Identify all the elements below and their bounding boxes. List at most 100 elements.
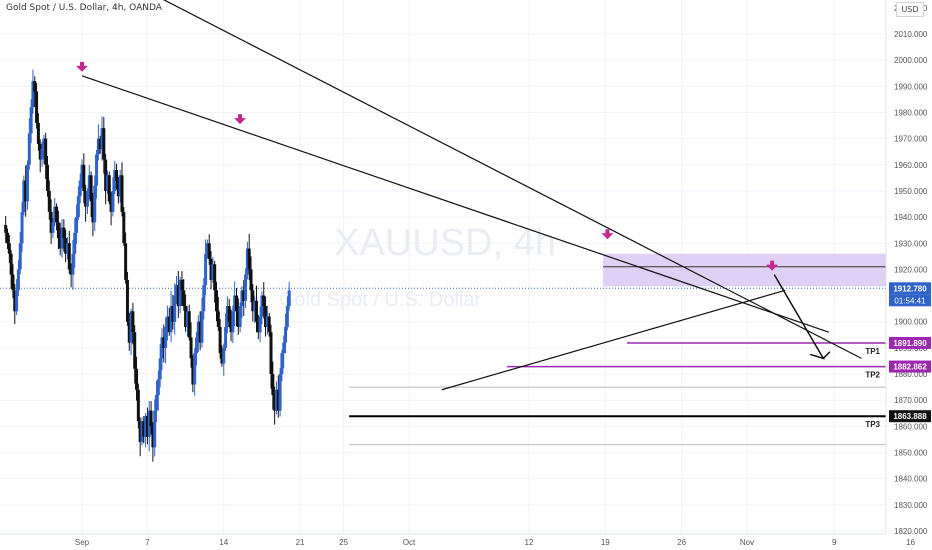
price-badges: 1891.890 1882.862 1863.888 1912.780 01:54:41 <box>889 282 931 423</box>
candle-body <box>58 238 62 249</box>
down-arrow-marker-stem <box>770 260 775 266</box>
candle-body <box>156 379 160 395</box>
time-tick-label: 12 <box>525 538 534 547</box>
price-axis[interactable]: 1820.000 1830.000 1840.000 1850.000 1860.000… <box>885 0 932 550</box>
candle-body <box>131 311 135 333</box>
time-tick-label: 14 <box>219 538 228 547</box>
time-axis-background <box>0 535 886 550</box>
resistance-zone-box <box>603 253 886 287</box>
time-tick-label: 21 <box>296 538 305 547</box>
candle-body <box>96 138 100 155</box>
candle-body <box>89 175 93 202</box>
symbol-watermark: XAUUSD, 4h Gold Spot / U.S. Dollar <box>279 222 556 311</box>
down-arrow-marker-stem <box>605 229 610 235</box>
price-tick-label: 2000.000 <box>894 56 928 65</box>
candle-body <box>200 311 204 343</box>
trendline <box>81 75 829 333</box>
target-price-badge-bg <box>889 360 931 373</box>
candle-body <box>256 321 260 333</box>
candle-body <box>65 243 69 254</box>
time-tick-label: 19 <box>601 538 610 547</box>
candle-body <box>242 290 246 301</box>
candle-body <box>178 279 182 307</box>
candle-body <box>213 264 217 291</box>
trendline <box>441 289 786 391</box>
price-tick-label: 1820.000 <box>894 527 928 536</box>
candle-body <box>18 243 22 270</box>
candle-body <box>85 190 89 207</box>
candle-body <box>118 175 122 197</box>
candle-body <box>25 164 29 202</box>
candle-body <box>162 337 166 348</box>
candle-body <box>211 264 215 280</box>
price-tick-label: 1920.000 <box>894 265 928 274</box>
time-tick-label: Oct <box>403 538 416 547</box>
candle-body <box>234 295 238 312</box>
candle-body <box>87 175 91 191</box>
support-price-badge-bg <box>889 410 931 423</box>
price-tick-label: 1970.000 <box>894 135 928 144</box>
bar-countdown: 01:54:41 <box>894 296 926 305</box>
candlestick-series <box>4 69 291 462</box>
candle-body <box>125 279 129 322</box>
candle-body <box>82 164 86 191</box>
candle-body <box>205 243 209 254</box>
candle-body <box>7 243 11 254</box>
trendlines[interactable] <box>17 0 862 391</box>
candle-body <box>236 311 240 327</box>
candle-body <box>22 180 26 212</box>
candle-body <box>227 306 231 322</box>
time-tick-label: Nov <box>740 538 754 547</box>
time-tick-label: 9 <box>832 538 837 547</box>
candle-body <box>62 227 66 239</box>
candle-body <box>138 421 142 443</box>
candle-body <box>225 306 229 327</box>
candle-body <box>27 133 31 165</box>
price-tick-label: 1930.000 <box>894 239 928 248</box>
candle-body <box>6 232 10 244</box>
candle-body <box>204 253 208 286</box>
down-arrow-marker <box>766 264 779 271</box>
candle-body <box>60 227 64 249</box>
candle-body <box>285 306 289 327</box>
candle-body <box>102 128 106 160</box>
candle-body <box>149 410 153 427</box>
candle-body <box>280 353 284 375</box>
candle-body <box>115 170 119 181</box>
candle-body <box>9 253 13 275</box>
candle-body <box>238 306 242 327</box>
last-price-badge: 1912.780 <box>893 284 927 293</box>
pivot-markers <box>76 61 779 271</box>
candle-body <box>44 138 48 165</box>
candle-body <box>45 164 49 191</box>
candle-body <box>33 81 37 92</box>
candle-body <box>260 295 264 317</box>
price-tick-label: 1840.000 <box>894 475 928 484</box>
candle-body <box>224 326 228 348</box>
resistance-zone[interactable] <box>603 253 886 287</box>
candle-body <box>11 274 15 291</box>
candle-body <box>267 316 271 333</box>
price-tick-label: 2010.000 <box>894 30 928 39</box>
price-tick-label: 1960.000 <box>894 161 928 170</box>
candle-body <box>284 326 288 343</box>
time-axis[interactable]: Sep 7 14 21 25 Oct 12 19 26 Nov 9 16 <box>0 533 916 550</box>
candle-body <box>56 222 60 239</box>
candle-body <box>176 285 180 307</box>
target-levels[interactable]: TP1 TP2 TP3 <box>349 342 886 429</box>
candle-body <box>105 175 109 191</box>
candle-body <box>231 311 235 333</box>
price-tick-label: 1990.000 <box>894 82 928 91</box>
price-tick-label: 1870.000 <box>894 396 928 405</box>
candle-body <box>64 238 68 254</box>
trendline <box>162 0 862 359</box>
candle-body <box>245 248 249 275</box>
currency-button[interactable]: USD <box>896 2 924 17</box>
candle-body <box>42 138 46 150</box>
time-tick-label: 7 <box>145 538 150 547</box>
candle-body <box>75 217 79 233</box>
candle-body <box>180 279 184 291</box>
candle-body <box>169 306 173 333</box>
candle-body <box>182 290 186 307</box>
